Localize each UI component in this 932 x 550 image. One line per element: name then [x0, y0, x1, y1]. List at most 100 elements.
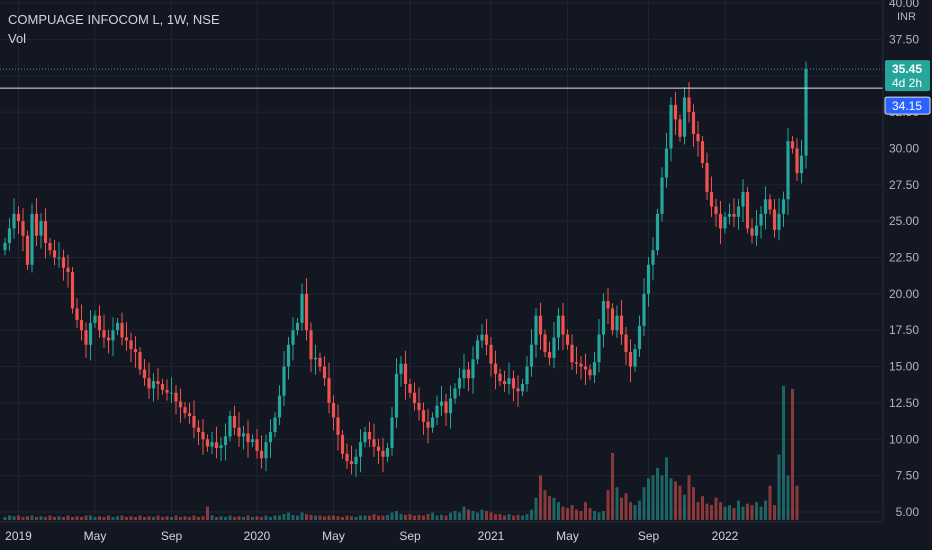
volume-bar [503, 515, 506, 520]
volume-bar [566, 508, 569, 520]
volume-bar [93, 517, 97, 520]
volume-bar [201, 516, 205, 520]
volume-bar [75, 516, 79, 520]
volume-bar [291, 514, 295, 520]
volume-bar [125, 517, 128, 520]
candle-body [403, 363, 408, 385]
volume-bar [206, 506, 209, 520]
candle-body [129, 340, 133, 350]
candle-body [435, 405, 439, 418]
volume-bar [791, 388, 794, 520]
candle-body [529, 344, 534, 367]
volume-bar [651, 475, 655, 520]
candle-body [363, 432, 367, 443]
volume-bar [494, 514, 497, 520]
candle-body [525, 366, 529, 385]
candle-body [52, 250, 57, 258]
volume-bar [264, 515, 268, 520]
x-tick-label: 2022 [712, 529, 739, 543]
volume-bar [480, 509, 484, 520]
volume-label[interactable]: Vol [8, 31, 27, 46]
volume-bar [516, 514, 520, 520]
x-tick-label: 2020 [244, 529, 271, 543]
volume-bar [696, 502, 700, 520]
volume-bar [543, 490, 547, 520]
x-tick-label: 2021 [478, 529, 505, 543]
volume-bar [363, 515, 367, 520]
volume-bar [192, 515, 196, 520]
volume-bar [453, 511, 457, 520]
volume-bar [773, 505, 776, 520]
candle-body [372, 439, 376, 447]
candle-body [480, 334, 484, 341]
candle-body [408, 384, 412, 393]
x-tick-label: May [84, 529, 107, 543]
volume-bar [737, 500, 740, 520]
volume-bar [188, 517, 191, 520]
candle-body [237, 427, 241, 437]
horizontal-line-tag [884, 96, 931, 115]
candle-body [88, 322, 93, 345]
candle-body [385, 448, 390, 457]
candle-body [390, 417, 394, 449]
volume-bar [390, 512, 394, 520]
candle-body [291, 330, 295, 345]
volume-bar [593, 511, 596, 520]
volume-bar [57, 516, 61, 520]
volume-bar [246, 515, 250, 520]
volume-bar [449, 512, 452, 520]
candle-body [241, 433, 246, 437]
candle-body [466, 369, 471, 379]
symbol-title[interactable]: COMPUAGE INFOCOM L, 1W, NSE [8, 12, 220, 27]
volume-bar [795, 485, 799, 520]
candle-body [583, 366, 588, 370]
candle-body [277, 395, 282, 418]
y-tick-label: 12.50 [889, 396, 919, 410]
volume-bar [233, 517, 236, 520]
volume-bar [174, 515, 178, 520]
volume-bar [728, 505, 731, 520]
volume-bar [251, 517, 254, 520]
volume-bar [318, 515, 322, 520]
volume-bar [120, 515, 124, 520]
candle-body [804, 69, 808, 156]
candle-body [615, 315, 619, 331]
candle-body [768, 199, 772, 210]
candle-body [444, 401, 448, 414]
volume-bar [395, 511, 398, 520]
volume-bar [570, 505, 574, 520]
volume-bar [611, 452, 614, 520]
candle-body [246, 433, 250, 443]
candle-body [430, 417, 435, 428]
candle-body [142, 369, 147, 379]
volume-bar [399, 514, 403, 520]
volume-bar [107, 515, 110, 520]
candle-body [606, 301, 610, 309]
candle-body [642, 293, 646, 326]
candle-body [318, 357, 322, 367]
volume-bar [152, 517, 155, 520]
candle-body [30, 213, 34, 265]
volume-bar [512, 515, 515, 520]
volume-bar [759, 506, 763, 520]
volume-bar [656, 467, 659, 520]
volume-bar [372, 514, 376, 520]
volume-bar [507, 514, 511, 520]
candle-body [592, 362, 597, 376]
volume-bar [300, 512, 304, 520]
candle-body [183, 407, 187, 414]
candle-body [619, 315, 624, 335]
candle-body [736, 206, 741, 217]
volume-bar [237, 516, 241, 520]
candle-body [367, 432, 372, 440]
volume-bar [62, 517, 65, 520]
x-tick-label: Sep [399, 529, 421, 543]
candle-body [93, 315, 97, 323]
volume-bar [309, 514, 313, 520]
candle-body [772, 209, 777, 230]
volume-bar [525, 514, 529, 520]
horizontal-line-value: 34.15 [892, 99, 922, 113]
volume-bar [377, 515, 380, 520]
candle-body [637, 325, 642, 350]
